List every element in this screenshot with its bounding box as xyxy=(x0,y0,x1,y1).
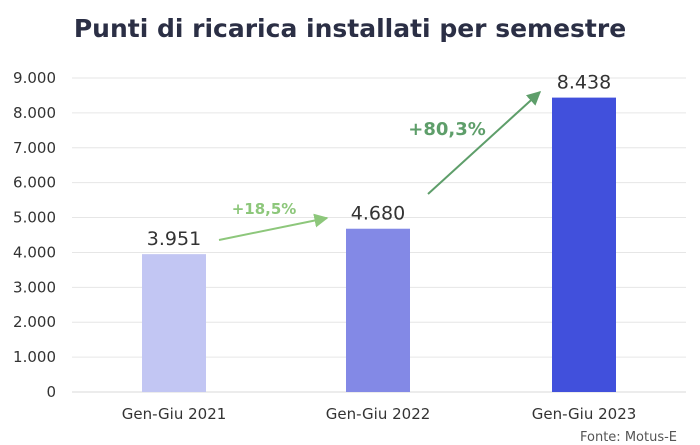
value-labels: 3.951 4.680 8.438 xyxy=(147,72,611,251)
x-tick-label: Gen-Giu 2021 xyxy=(122,405,227,423)
x-tick-label: Gen-Giu 2022 xyxy=(326,405,431,423)
y-axis-ticks: 0 1.000 2.000 3.000 4.000 5.000 6.000 7.000 8.00… xyxy=(13,69,56,401)
y-tick-label: 6.000 xyxy=(13,174,56,192)
y-tick-label: 1.000 xyxy=(13,348,56,366)
y-tick-label: 5.000 xyxy=(13,209,56,227)
chart-title: Punti di ricarica installati per semestr… xyxy=(73,14,627,43)
growth-label: +80,3% xyxy=(408,119,486,140)
bar-value-label: 4.680 xyxy=(351,203,405,225)
growth-arrow xyxy=(427,91,542,195)
y-tick-label: 9.000 xyxy=(13,69,56,87)
bar xyxy=(552,97,616,393)
bars xyxy=(142,97,616,393)
x-tick-label: Gen-Giu 2023 xyxy=(532,405,637,423)
y-tick-label: 8.000 xyxy=(13,104,56,122)
y-tick-label: 7.000 xyxy=(13,139,56,157)
y-tick-label: 4.000 xyxy=(13,243,56,261)
bar xyxy=(142,254,206,392)
bar-value-label: 3.951 xyxy=(147,228,201,250)
growth-label: +18,5% xyxy=(232,200,297,218)
growth-arrow xyxy=(218,213,329,241)
y-tick-label: 2.000 xyxy=(13,313,56,331)
growth-annotations: +18,5% +80,3% xyxy=(218,91,542,241)
source-note: Fonte: Motus-E xyxy=(580,430,677,445)
y-tick-label: 0 xyxy=(46,383,56,401)
x-axis-ticks: Gen-Giu 2021 Gen-Giu 2022 Gen-Giu 2023 xyxy=(122,405,637,423)
bar xyxy=(346,228,410,392)
bar-value-label: 8.438 xyxy=(557,72,611,94)
y-tick-label: 3.000 xyxy=(13,278,56,296)
